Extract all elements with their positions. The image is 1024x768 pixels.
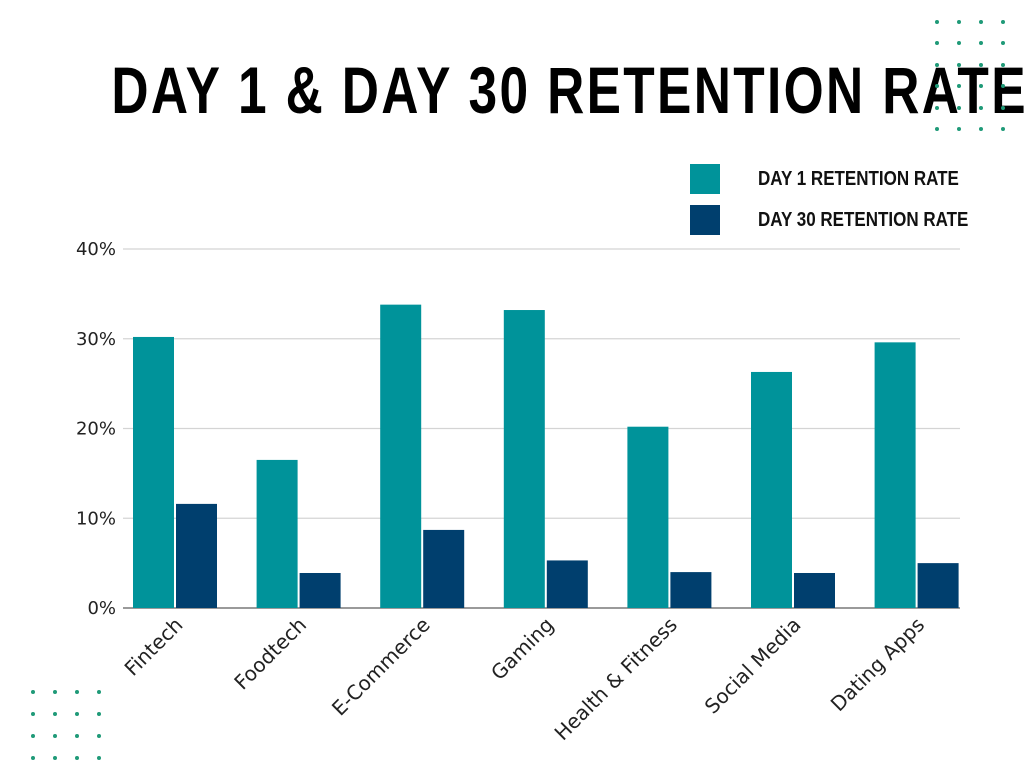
decorative-dot <box>957 84 961 89</box>
legend-swatch-day1 <box>690 164 720 194</box>
decorative-dot <box>1001 105 1005 110</box>
bar-day30 <box>670 572 712 608</box>
bar-day30 <box>299 572 341 608</box>
legend-item-day1: DAY 1 RETENTION RATE <box>690 163 994 195</box>
decorative-dot <box>97 756 101 760</box>
bar-day1 <box>751 371 792 608</box>
legend-label-day1: DAY 1 RETENTION RATE <box>758 167 959 190</box>
bar-day1 <box>380 304 422 608</box>
bar-day30 <box>176 503 217 608</box>
y-tick-label: 10% <box>76 508 116 529</box>
legend-label-day30: DAY 30 RETENTION RATE <box>758 208 969 231</box>
x-tick-label: Gaming <box>486 613 558 685</box>
y-tick-label: 0% <box>87 598 116 619</box>
decorative-dot <box>1001 20 1005 24</box>
bar-day1 <box>133 336 174 608</box>
decorative-dot <box>31 734 35 738</box>
x-tick-label: E-Commerce <box>327 613 435 721</box>
decorative-dot <box>957 62 961 67</box>
decorative-dot <box>935 105 939 110</box>
decorative-dot <box>75 734 79 738</box>
decorative-dot <box>31 690 35 694</box>
legend-swatch-day30 <box>690 205 720 235</box>
bar-day30 <box>546 560 588 608</box>
decorative-dot <box>979 105 983 110</box>
x-tick-label: Foodtech <box>229 613 311 695</box>
decorative-dot <box>935 41 939 46</box>
bar-day30 <box>794 572 835 608</box>
decorative-dot <box>957 127 961 131</box>
bar-day1 <box>256 459 298 608</box>
decorative-dot <box>53 756 57 760</box>
decorative-dot <box>979 62 983 67</box>
x-tick-label: Dating Apps <box>826 613 929 716</box>
decorative-dot <box>979 41 983 46</box>
decorative-dot <box>31 712 35 716</box>
bar-day1 <box>874 342 916 608</box>
decorative-dot <box>75 756 79 760</box>
decorative-dot <box>97 712 101 716</box>
decorative-dot <box>935 84 939 89</box>
decorative-dot <box>97 690 101 694</box>
decorative-dot <box>957 105 961 110</box>
decorative-dot <box>1001 84 1005 89</box>
y-tick-label: 20% <box>76 419 116 440</box>
decorative-dot <box>75 712 79 716</box>
decorative-dot <box>1001 41 1005 46</box>
decorative-dot <box>935 62 939 67</box>
decorative-dot <box>979 20 983 24</box>
decorative-dot <box>53 712 57 716</box>
x-tick-label: Social Media <box>700 613 806 719</box>
decorative-dot <box>957 20 961 24</box>
decorative-dot <box>979 84 983 89</box>
y-tick-label: 30% <box>76 329 116 350</box>
x-tick-label: Health & Fitness <box>550 613 682 745</box>
decorative-dot <box>1001 127 1005 131</box>
decorative-dot <box>957 41 961 46</box>
decorative-dot <box>53 690 57 694</box>
decorative-dot <box>935 127 939 131</box>
decorative-dot <box>53 734 57 738</box>
bar-day30 <box>423 529 465 608</box>
legend-item-day30: DAY 30 RETENTION RATE <box>690 204 1005 236</box>
bar-day1 <box>503 310 545 608</box>
decorative-dot <box>1001 62 1005 67</box>
decorative-dot <box>935 20 939 24</box>
bar-day30 <box>917 563 959 608</box>
chart-title: DAY 1 & DAY 30 RETENTION RATES <box>111 53 1024 127</box>
x-tick-label: Fintech <box>120 613 188 681</box>
decorative-dot <box>75 690 79 694</box>
decorative-dot <box>979 127 983 131</box>
decorative-dot <box>31 756 35 760</box>
bar-day1 <box>627 426 669 608</box>
y-tick-label: 40% <box>76 239 116 260</box>
decorative-dot <box>97 734 101 738</box>
